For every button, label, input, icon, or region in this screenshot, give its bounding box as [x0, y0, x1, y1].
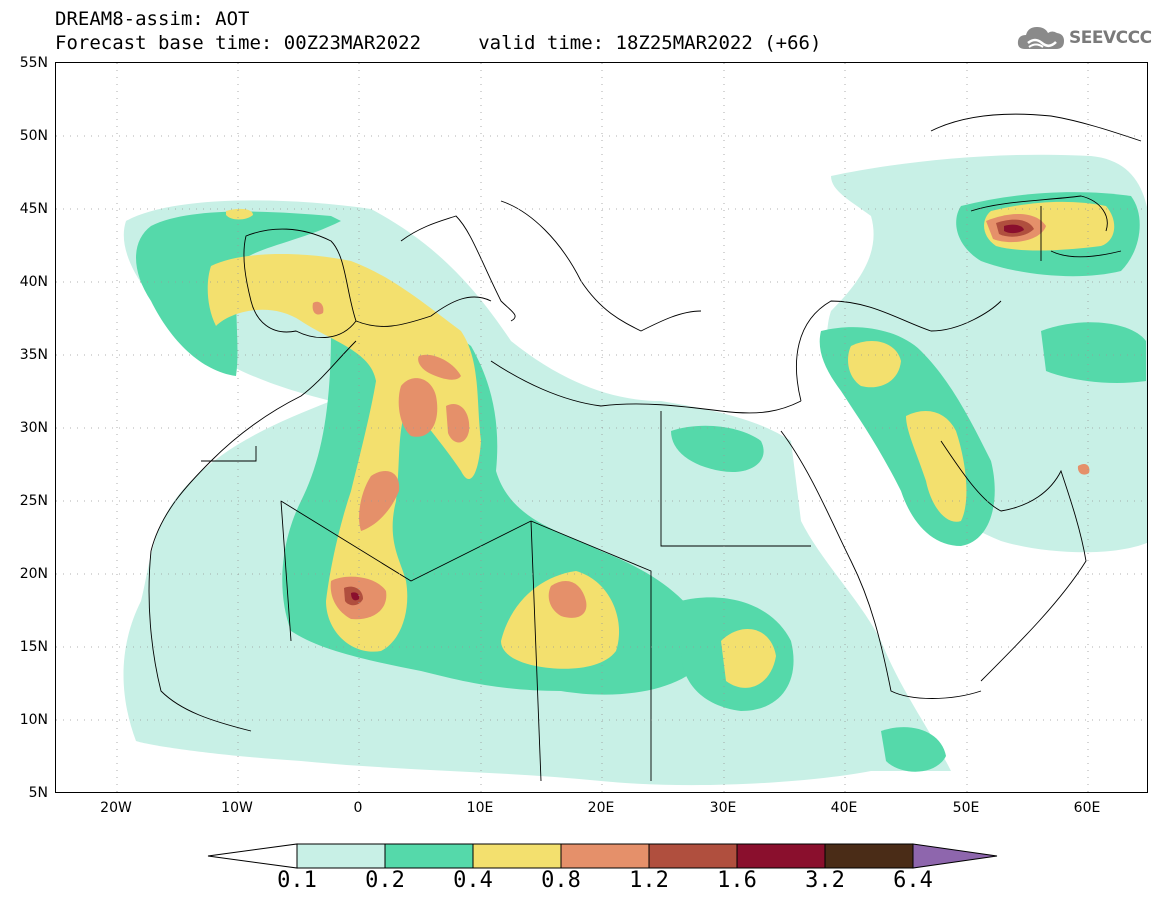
lon-tick-label: 40E: [830, 800, 858, 816]
colorbar-label: 0.1: [277, 868, 317, 893]
colorbar-swatch: [736, 843, 826, 869]
lon-tick-label: 10W: [221, 800, 253, 816]
colorbar-swatch: [824, 843, 914, 869]
colorbar-label: 0.2: [365, 868, 405, 893]
coastlines: [148, 113, 1142, 782]
colorbar-swatch-under: [207, 843, 298, 869]
lat-tick-label: 20N: [19, 566, 48, 582]
colorbar-label: 6.4: [893, 868, 933, 893]
aot-band-0-4: [207, 201, 1115, 688]
colorbar-swatch-over: [912, 843, 998, 869]
colorbar-label: 0.8: [541, 868, 581, 893]
colorbar-swatch: [384, 843, 474, 869]
colorbar-label: 1.2: [629, 868, 669, 893]
lon-tick-label: 20E: [587, 800, 615, 816]
map-panel: [55, 62, 1148, 793]
aot-field-map: [56, 63, 1147, 792]
colorbar-swatch: [296, 843, 386, 869]
lat-tick-label: 10N: [19, 712, 48, 728]
colorbar-swatch: [560, 843, 650, 869]
seevccc-logo: SEEVCCC: [1015, 22, 1152, 54]
logo-text: SEEVCCC: [1069, 28, 1152, 48]
lat-tick-label: 25N: [19, 493, 48, 509]
forecast-time-subtitle: Forecast base time: 00Z23MAR2022 valid t…: [55, 32, 822, 54]
colorbar: [207, 843, 998, 869]
colorbar-label: 1.6: [717, 868, 757, 893]
map-title: DREAM8-assim: AOT: [55, 8, 250, 30]
lat-tick-label: 15N: [19, 639, 48, 655]
colorbar-label: 3.2: [805, 868, 845, 893]
colorbar-swatch: [648, 843, 738, 869]
lon-tick-label: 10E: [466, 800, 494, 816]
lon-tick-label: 0: [353, 800, 363, 816]
aot-band-1-6: [351, 224, 1024, 601]
lat-tick-label: 5N: [28, 785, 48, 801]
lat-tick-label: 45N: [19, 201, 48, 217]
lat-tick-label: 40N: [19, 274, 48, 290]
lat-tick-label: 55N: [19, 55, 48, 71]
graticule: [56, 63, 1147, 792]
lat-tick-label: 35N: [19, 347, 48, 363]
lat-tick-label: 50N: [19, 128, 48, 144]
lon-tick-label: 60E: [1073, 800, 1101, 816]
colorbar-label: 0.4: [453, 868, 493, 893]
colorbar-swatch: [472, 843, 562, 869]
cloud-logo-icon: [1017, 27, 1064, 49]
lon-tick-label: 50E: [952, 800, 980, 816]
lon-tick-label: 30E: [709, 800, 737, 816]
lat-tick-label: 30N: [19, 420, 48, 436]
lon-tick-label: 20W: [100, 800, 132, 816]
